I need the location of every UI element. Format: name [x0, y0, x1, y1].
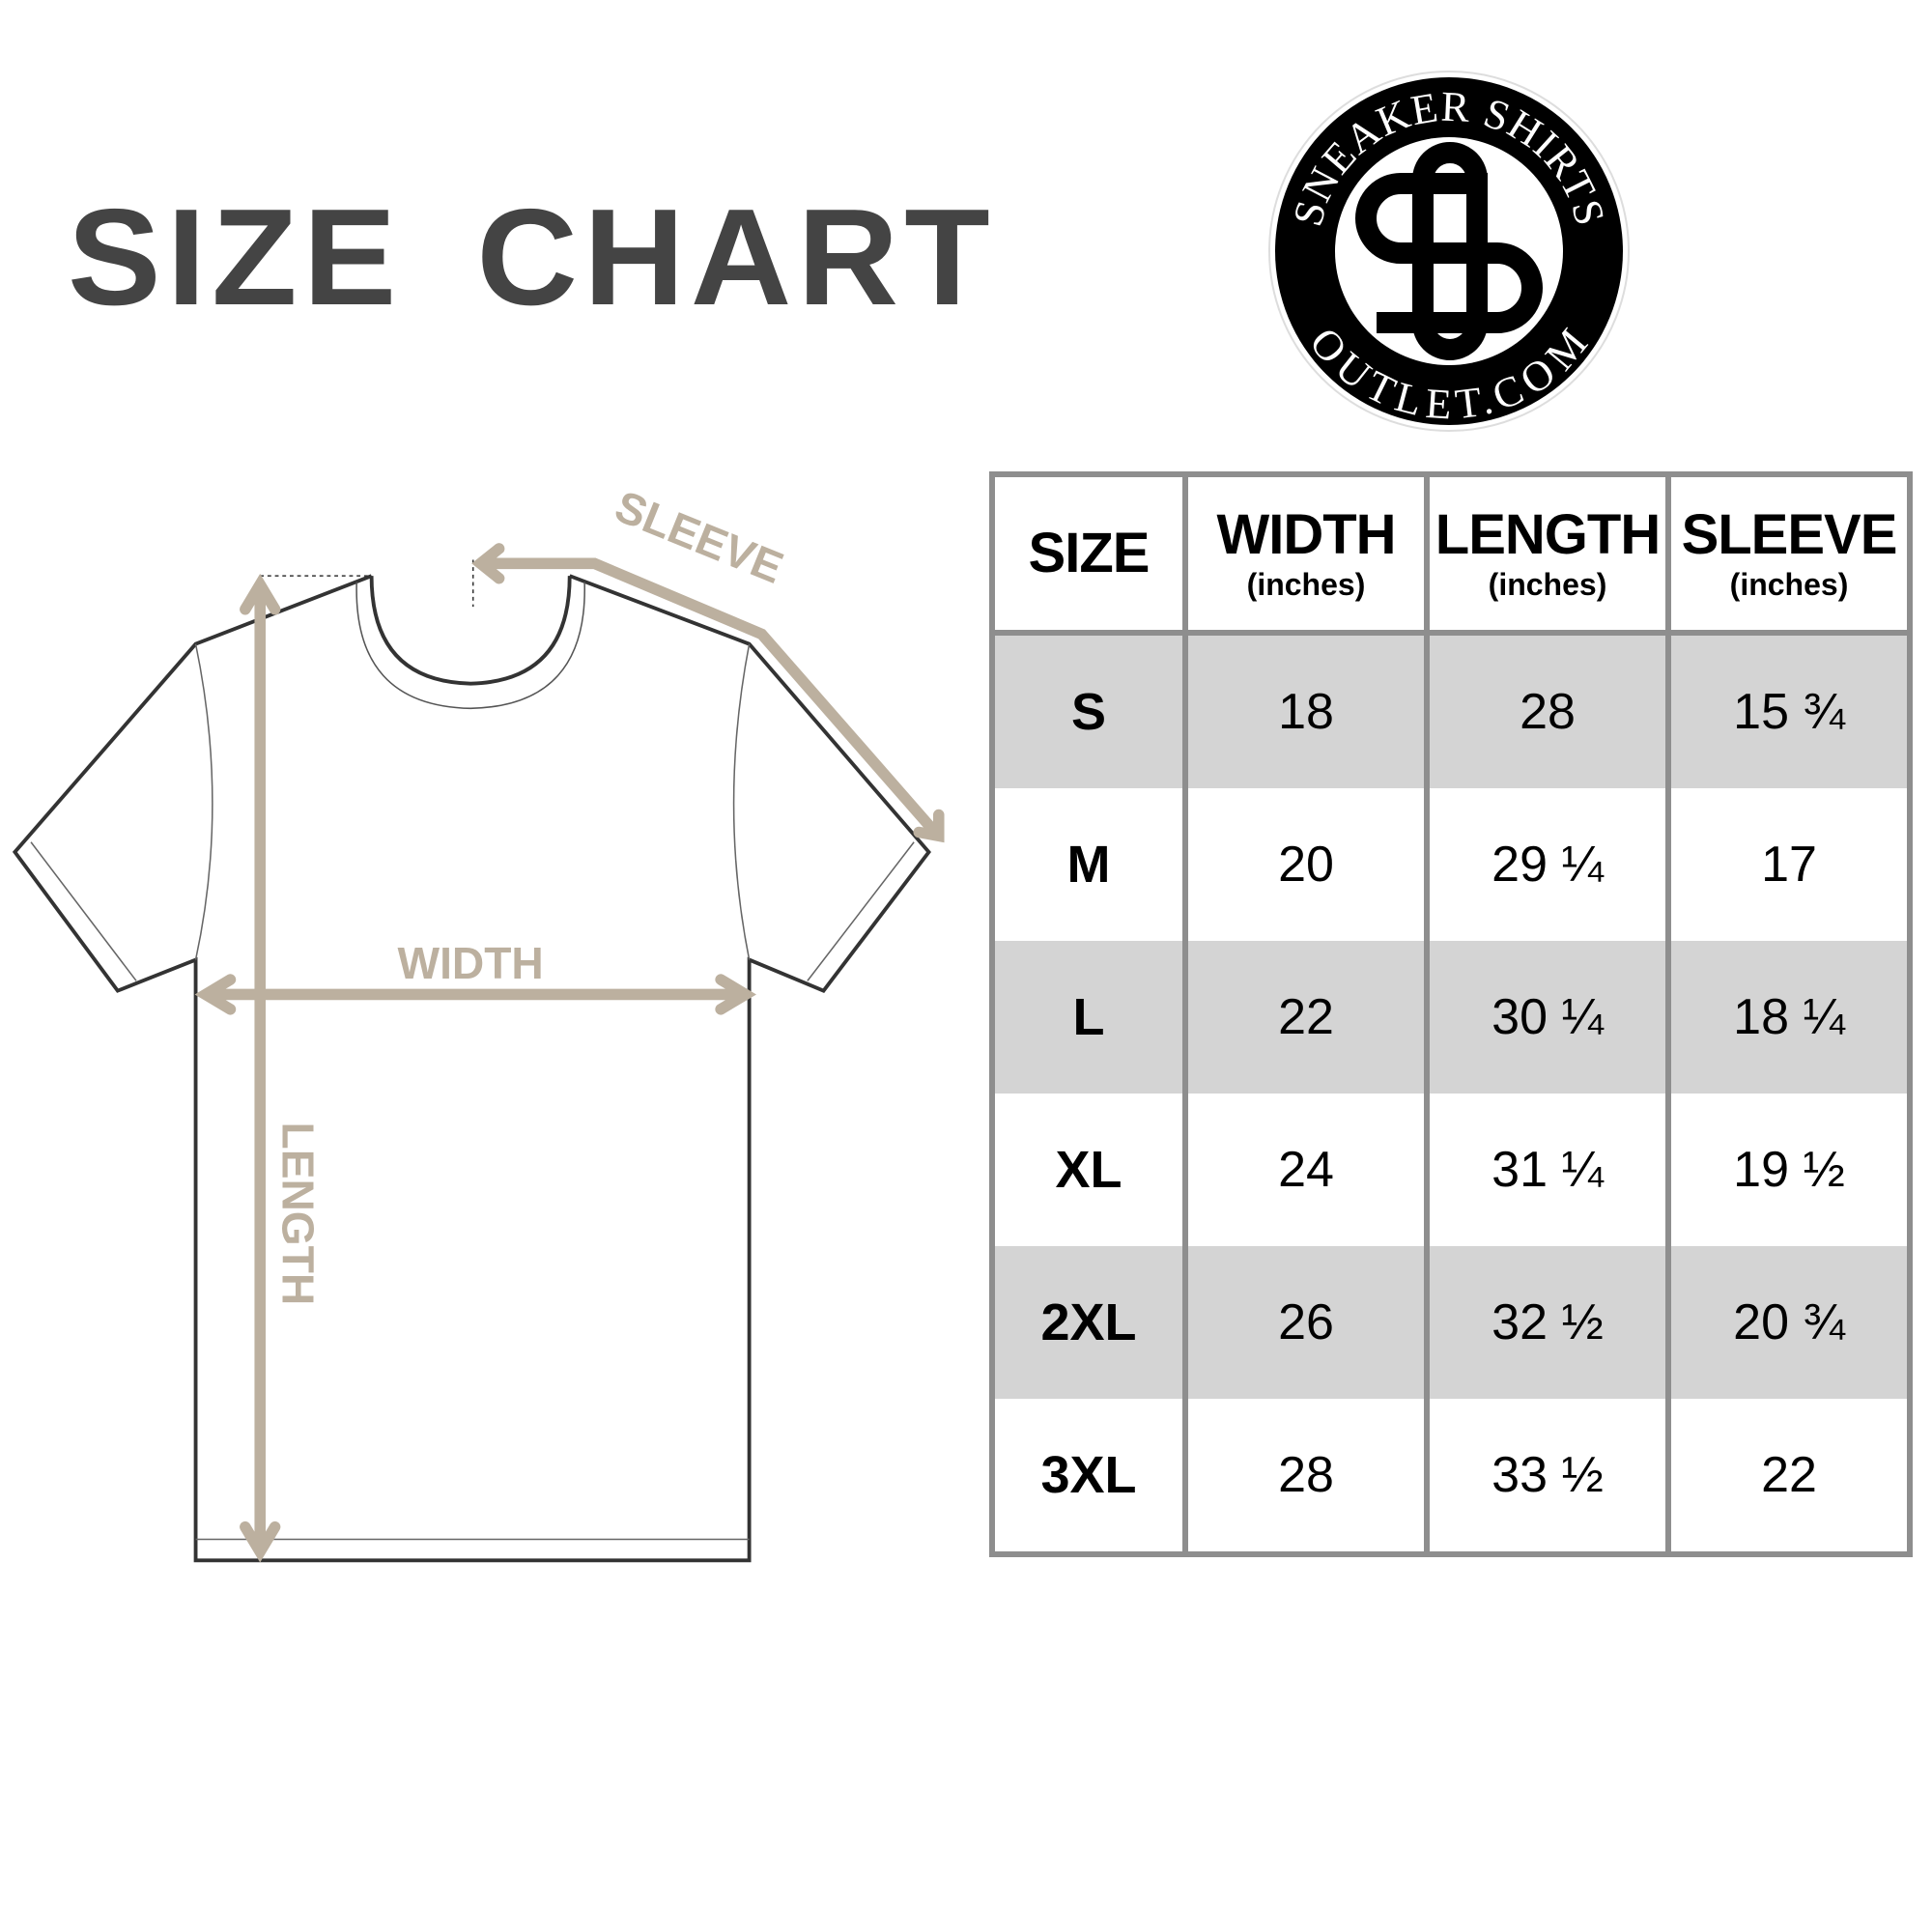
cell-size: XL — [989, 1094, 1188, 1246]
shirt-outline — [12, 574, 931, 1563]
cell-length: 32 ½ — [1424, 1246, 1671, 1399]
cell-length: 33 ½ — [1424, 1399, 1671, 1554]
header-unit: (inches) — [1488, 567, 1607, 602]
cell-length: 29 ¼ — [1424, 788, 1671, 941]
size-table: SIZE WIDTH (inches) LENGTH (inches) SLEEVE… — [989, 471, 1913, 1557]
table-row: XL 24 31 ¼ 19 ½ — [989, 1094, 1913, 1246]
cell-size: 3XL — [989, 1399, 1188, 1554]
header-unit: (inches) — [1729, 567, 1849, 602]
header-size: SIZE — [989, 471, 1188, 636]
monogram-icon — [1355, 142, 1543, 360]
cell-sleeve: 15 ¾ — [1665, 633, 1913, 788]
header-label: SIZE — [1028, 522, 1151, 584]
page-title: SIZE CHART — [68, 181, 996, 334]
brand-logo: SNEAKER SHIRTS OUTLET.COM — [1268, 71, 1630, 432]
cell-sleeve: 22 — [1665, 1399, 1913, 1554]
cell-length: 31 ¼ — [1424, 1094, 1671, 1246]
width-arrow — [194, 974, 756, 1015]
cell-sleeve: 18 ¼ — [1665, 941, 1913, 1094]
cell-width: 18 — [1182, 633, 1430, 788]
header-label: LENGTH — [1435, 503, 1661, 566]
header-width: WIDTH (inches) — [1182, 471, 1430, 636]
header-length: LENGTH (inches) — [1424, 471, 1671, 636]
cell-size: 2XL — [989, 1246, 1188, 1399]
table-row: L 22 30 ¼ 18 ¼ — [989, 941, 1913, 1094]
length-arrow — [240, 573, 281, 1563]
cell-size: M — [989, 788, 1188, 941]
header-label: WIDTH — [1216, 503, 1396, 566]
cell-sleeve: 19 ½ — [1665, 1094, 1913, 1246]
sleeve-arrow — [471, 543, 945, 843]
table-row: S 18 28 15 ¾ — [989, 633, 1913, 788]
cell-length: 28 — [1424, 633, 1671, 788]
cell-width: 20 — [1182, 788, 1430, 941]
cell-width: 26 — [1182, 1246, 1430, 1399]
cell-width: 24 — [1182, 1094, 1430, 1246]
cell-size: L — [989, 941, 1188, 1094]
cell-sleeve: 17 — [1665, 788, 1913, 941]
header-label: SLEEVE — [1681, 503, 1898, 566]
table-row: 2XL 26 32 ½ 20 ¾ — [989, 1246, 1913, 1399]
table-header-row: SIZE WIDTH (inches) LENGTH (inches) SLEEVE… — [989, 471, 1913, 636]
cell-width: 28 — [1182, 1399, 1430, 1554]
cell-width: 22 — [1182, 941, 1430, 1094]
cell-size: S — [989, 633, 1188, 788]
length-label: LENGTH — [272, 1122, 323, 1306]
cell-sleeve: 20 ¾ — [1665, 1246, 1913, 1399]
cell-length: 30 ¼ — [1424, 941, 1671, 1094]
width-label: WIDTH — [398, 938, 544, 988]
table-row: M 20 29 ¼ 17 — [989, 788, 1913, 941]
header-unit: (inches) — [1246, 567, 1366, 602]
table-row: 3XL 28 33 ½ 22 — [989, 1399, 1913, 1554]
header-sleeve: SLEEVE (inches) — [1665, 471, 1913, 636]
